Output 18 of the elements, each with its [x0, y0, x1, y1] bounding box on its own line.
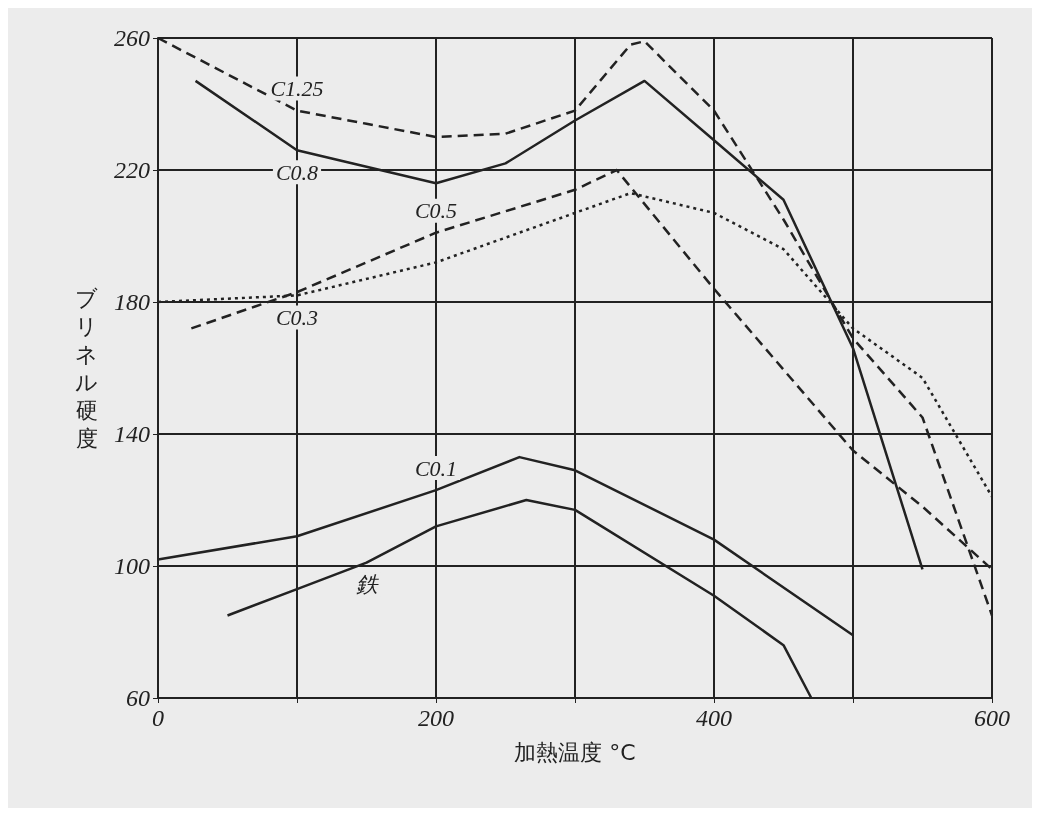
- y-tick-label: 180: [114, 289, 150, 315]
- x-axis-title: 加熱温度 °C: [514, 739, 636, 765]
- series-label: C0.5: [414, 198, 458, 224]
- series-label: C0.3: [275, 304, 319, 330]
- y-tick-label: 140: [114, 421, 150, 447]
- x-tick-label: 600: [974, 705, 1010, 731]
- x-tick-label: 200: [418, 705, 454, 731]
- y-axis-title: ブリネル硬度: [75, 285, 98, 451]
- y-tick-label: 260: [114, 25, 150, 51]
- series-label: C1.25: [270, 76, 324, 102]
- y-tick-label: 60: [126, 685, 150, 711]
- x-tick-label: 0: [152, 705, 164, 731]
- y-tick-label: 100: [114, 553, 150, 579]
- x-tick-label: 400: [696, 705, 732, 731]
- series-label: 鉄: [355, 572, 379, 598]
- y-tick-label: 220: [114, 157, 150, 183]
- series-label: C0.8: [275, 159, 319, 185]
- series-label: C0.1: [414, 455, 458, 481]
